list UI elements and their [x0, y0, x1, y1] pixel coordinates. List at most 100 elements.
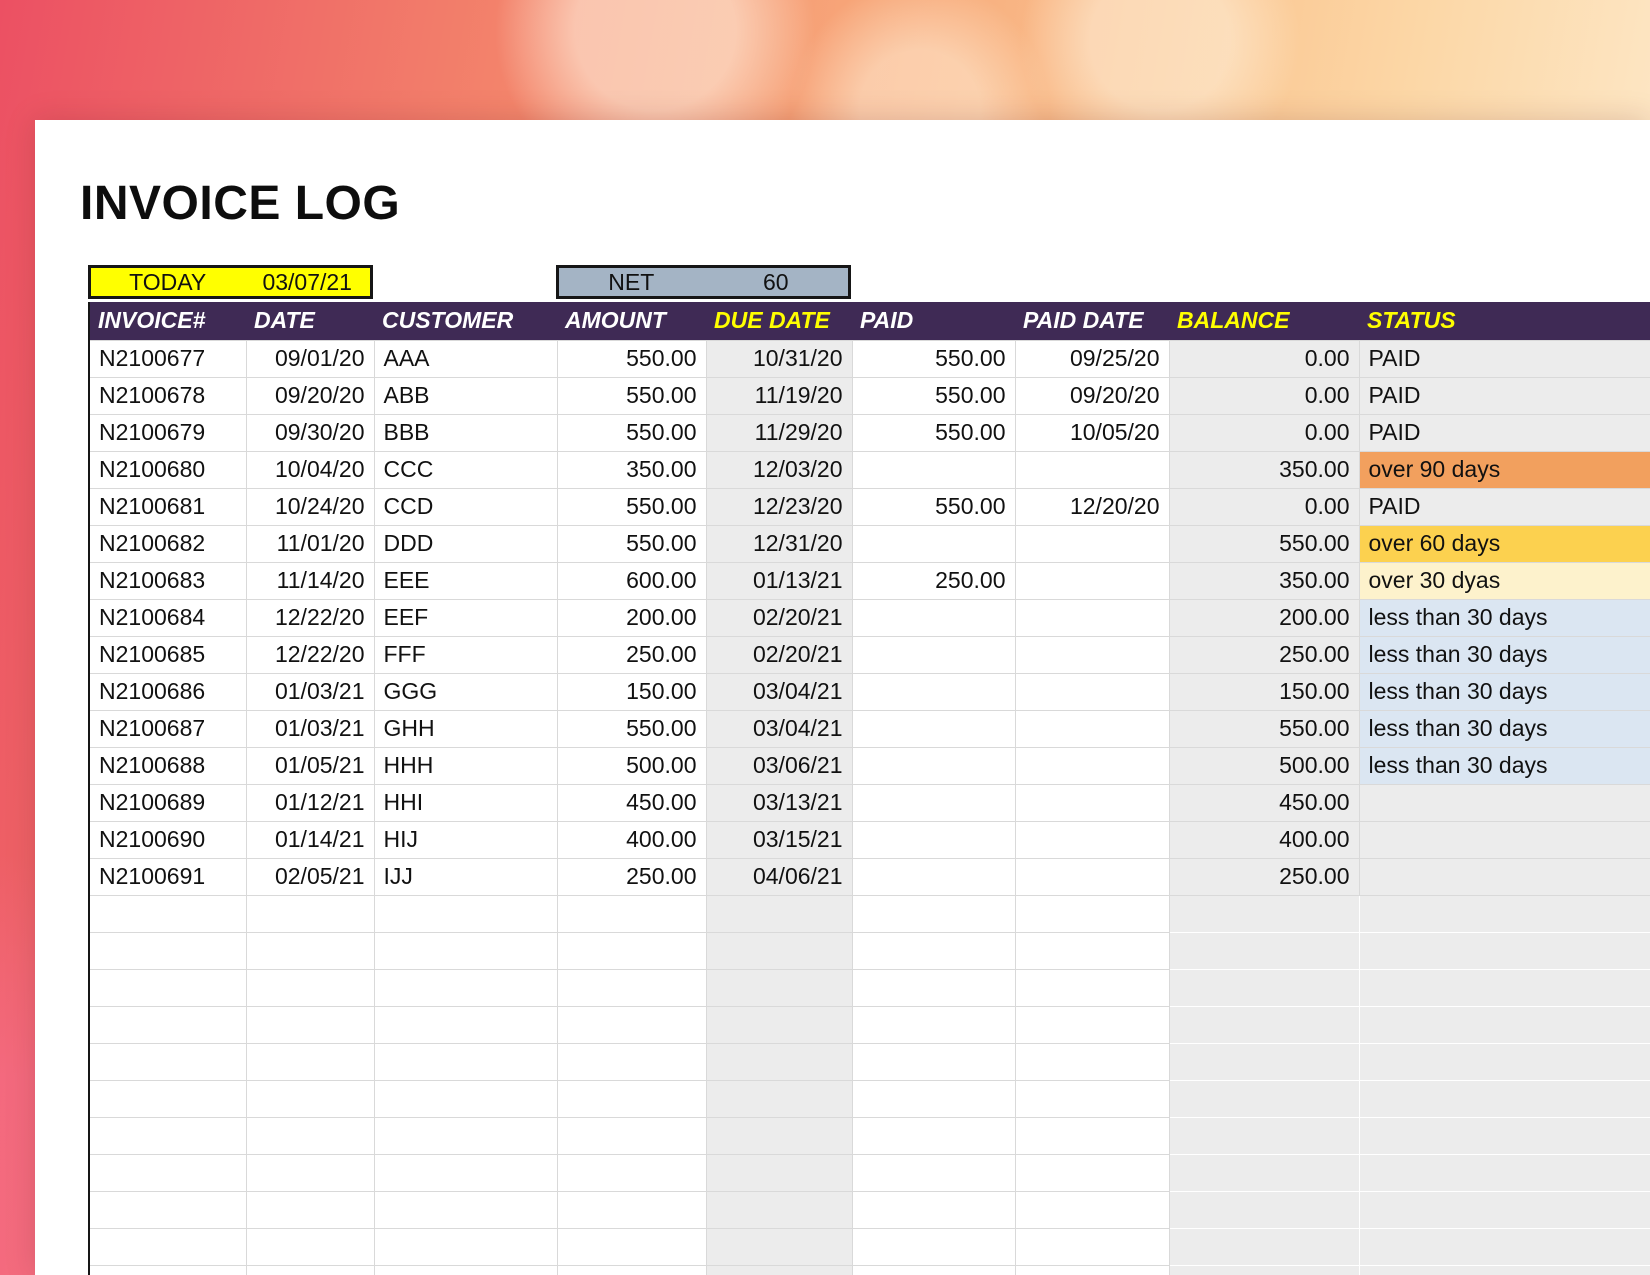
cell-paid-date[interactable]: [1014, 820, 1170, 859]
cell-invoice[interactable]: N2100682: [88, 524, 247, 563]
cell-due-date-empty[interactable]: [705, 1264, 853, 1275]
cell-status[interactable]: less than 30 days: [1358, 709, 1650, 748]
cell-paid-date[interactable]: 10/05/20: [1014, 413, 1170, 452]
cell-balance-empty[interactable]: [1168, 1265, 1359, 1275]
cell-invoice[interactable]: N2100684: [88, 598, 247, 637]
cell-paid-date-empty[interactable]: [1014, 1042, 1170, 1081]
cell-status[interactable]: [1358, 820, 1650, 859]
cell-date-empty[interactable]: [245, 931, 375, 970]
cell-due-date[interactable]: 12/23/20: [705, 487, 853, 526]
cell-due-date-empty[interactable]: [705, 1190, 853, 1229]
cell-paid-empty[interactable]: [851, 931, 1016, 970]
cell-paid-date[interactable]: 12/20/20: [1014, 487, 1170, 526]
cell-balance-empty[interactable]: [1168, 969, 1359, 1006]
cell-invoice[interactable]: N2100683: [88, 561, 247, 600]
cell-invoice[interactable]: N2100685: [88, 635, 247, 674]
cell-paid[interactable]: [851, 672, 1016, 711]
cell-status[interactable]: PAID: [1358, 339, 1650, 378]
cell-balance[interactable]: 450.00: [1168, 783, 1360, 822]
cell-customer-empty[interactable]: [373, 1227, 558, 1266]
cell-amount-empty[interactable]: [556, 1190, 707, 1229]
cell-due-date[interactable]: 02/20/21: [705, 635, 853, 674]
cell-date-empty[interactable]: [245, 1190, 375, 1229]
cell-status-empty[interactable]: [1358, 1228, 1650, 1265]
cell-balance-empty[interactable]: [1168, 895, 1359, 932]
cell-balance[interactable]: 0.00: [1168, 413, 1360, 452]
cell-customer-empty[interactable]: [373, 968, 558, 1007]
cell-paid-date-empty[interactable]: [1014, 1190, 1170, 1229]
cell-balance[interactable]: 500.00: [1168, 746, 1360, 785]
cell-balance[interactable]: 350.00: [1168, 450, 1360, 489]
cell-status[interactable]: less than 30 days: [1358, 672, 1650, 711]
cell-paid-date[interactable]: [1014, 672, 1170, 711]
cell-amount[interactable]: 500.00: [556, 746, 707, 785]
cell-amount[interactable]: 550.00: [556, 709, 707, 748]
cell-balance-empty[interactable]: [1168, 1006, 1359, 1043]
cell-paid-date[interactable]: [1014, 561, 1170, 600]
cell-paid-empty[interactable]: [851, 1227, 1016, 1266]
cell-date-empty[interactable]: [245, 894, 375, 933]
cell-invoice-empty[interactable]: [88, 968, 247, 1007]
cell-customer[interactable]: DDD: [373, 524, 558, 563]
cell-date[interactable]: 01/05/21: [245, 746, 375, 785]
cell-due-date-empty[interactable]: [705, 894, 853, 933]
cell-invoice[interactable]: N2100691: [88, 857, 247, 896]
column-header-invoice[interactable]: INVOICE#: [88, 302, 246, 340]
cell-amount-empty[interactable]: [556, 1264, 707, 1275]
cell-amount-empty[interactable]: [556, 1227, 707, 1266]
cell-status[interactable]: [1358, 857, 1650, 896]
cell-balance[interactable]: 400.00: [1168, 820, 1360, 859]
cell-invoice-empty[interactable]: [88, 1227, 247, 1266]
cell-balance[interactable]: 350.00: [1168, 561, 1360, 600]
cell-paid-empty[interactable]: [851, 1079, 1016, 1118]
cell-amount-empty[interactable]: [556, 931, 707, 970]
cell-status[interactable]: over 90 days: [1358, 450, 1650, 489]
column-header-status[interactable]: STATUS: [1359, 302, 1650, 340]
cell-paid-empty[interactable]: [851, 1116, 1016, 1155]
cell-balance-empty[interactable]: [1168, 932, 1359, 969]
cell-date-empty[interactable]: [245, 1227, 375, 1266]
cell-customer-empty[interactable]: [373, 1264, 558, 1275]
cell-invoice-empty[interactable]: [88, 1190, 247, 1229]
cell-customer[interactable]: EEF: [373, 598, 558, 637]
cell-amount[interactable]: 250.00: [556, 857, 707, 896]
cell-amount[interactable]: 200.00: [556, 598, 707, 637]
cell-amount-empty[interactable]: [556, 1042, 707, 1081]
cell-date[interactable]: 09/20/20: [245, 376, 375, 415]
cell-invoice-empty[interactable]: [88, 1153, 247, 1192]
cell-status[interactable]: less than 30 days: [1358, 635, 1650, 674]
cell-date-empty[interactable]: [245, 1042, 375, 1081]
cell-due-date-empty[interactable]: [705, 1227, 853, 1266]
cell-paid[interactable]: 550.00: [851, 376, 1016, 415]
cell-paid[interactable]: [851, 746, 1016, 785]
cell-paid[interactable]: [851, 820, 1016, 859]
column-header-balance[interactable]: BALANCE: [1169, 302, 1359, 340]
cell-due-date[interactable]: 12/03/20: [705, 450, 853, 489]
cell-date[interactable]: 11/01/20: [245, 524, 375, 563]
cell-customer-empty[interactable]: [373, 931, 558, 970]
cell-due-date[interactable]: 03/06/21: [705, 746, 853, 785]
cell-balance[interactable]: 250.00: [1168, 635, 1360, 674]
cell-invoice[interactable]: N2100686: [88, 672, 247, 711]
cell-invoice[interactable]: N2100677: [88, 339, 247, 378]
cell-paid-date[interactable]: 09/25/20: [1014, 339, 1170, 378]
cell-status-empty[interactable]: [1358, 1006, 1650, 1043]
cell-amount-empty[interactable]: [556, 968, 707, 1007]
cell-paid-empty[interactable]: [851, 1264, 1016, 1275]
cell-status[interactable]: PAID: [1358, 487, 1650, 526]
cell-balance[interactable]: 150.00: [1168, 672, 1360, 711]
cell-amount[interactable]: 600.00: [556, 561, 707, 600]
cell-amount[interactable]: 550.00: [556, 339, 707, 378]
cell-paid-empty[interactable]: [851, 1190, 1016, 1229]
cell-customer[interactable]: GHH: [373, 709, 558, 748]
cell-customer[interactable]: ABB: [373, 376, 558, 415]
cell-customer[interactable]: CCD: [373, 487, 558, 526]
column-header-date[interactable]: DATE: [246, 302, 374, 340]
cell-due-date-empty[interactable]: [705, 931, 853, 970]
cell-status-empty[interactable]: [1358, 1265, 1650, 1275]
cell-paid-date[interactable]: [1014, 598, 1170, 637]
cell-amount[interactable]: 550.00: [556, 487, 707, 526]
cell-customer[interactable]: HHI: [373, 783, 558, 822]
cell-due-date[interactable]: 11/19/20: [705, 376, 853, 415]
cell-paid-empty[interactable]: [851, 1005, 1016, 1044]
